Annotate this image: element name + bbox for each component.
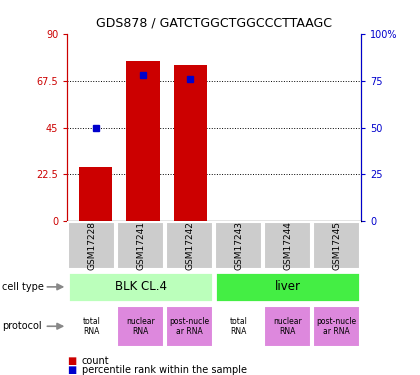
Text: GSM17245: GSM17245 xyxy=(332,221,341,270)
Text: ■: ■ xyxy=(67,365,76,375)
Text: BLK CL.4: BLK CL.4 xyxy=(115,280,167,293)
Text: total
RNA: total RNA xyxy=(83,316,101,336)
Text: cell type: cell type xyxy=(2,282,44,292)
Bar xyxy=(313,222,360,269)
Text: post-nucle
ar RNA: post-nucle ar RNA xyxy=(317,316,357,336)
Text: GSM17244: GSM17244 xyxy=(283,221,292,270)
Text: post-nucle
ar RNA: post-nucle ar RNA xyxy=(170,316,210,336)
Bar xyxy=(215,222,262,269)
Text: total
RNA: total RNA xyxy=(230,316,248,336)
Text: GSM17243: GSM17243 xyxy=(234,221,243,270)
Text: GSM17242: GSM17242 xyxy=(185,221,194,270)
Title: GDS878 / GATCTGGCTGGCCCTTAAGC: GDS878 / GATCTGGCTGGCCCTTAAGC xyxy=(96,17,332,30)
Text: GSM17241: GSM17241 xyxy=(136,221,145,270)
Bar xyxy=(215,272,360,302)
Bar xyxy=(68,272,213,302)
Bar xyxy=(174,65,207,221)
Bar xyxy=(313,306,360,347)
Text: GSM17228: GSM17228 xyxy=(87,221,96,270)
Bar xyxy=(68,222,115,269)
Text: ■: ■ xyxy=(67,356,76,366)
Text: count: count xyxy=(82,356,110,366)
Bar xyxy=(68,306,115,347)
Bar xyxy=(79,167,112,221)
Text: protocol: protocol xyxy=(2,321,42,331)
Bar xyxy=(166,222,213,269)
Bar xyxy=(166,306,213,347)
Text: nuclear
RNA: nuclear RNA xyxy=(126,316,155,336)
Text: percentile rank within the sample: percentile rank within the sample xyxy=(82,365,247,375)
Bar xyxy=(264,306,311,347)
Bar xyxy=(117,222,164,269)
Bar xyxy=(215,306,262,347)
Text: nuclear
RNA: nuclear RNA xyxy=(273,316,302,336)
Text: liver: liver xyxy=(275,280,301,293)
Bar xyxy=(264,222,311,269)
Bar xyxy=(117,306,164,347)
Bar xyxy=(126,61,160,221)
